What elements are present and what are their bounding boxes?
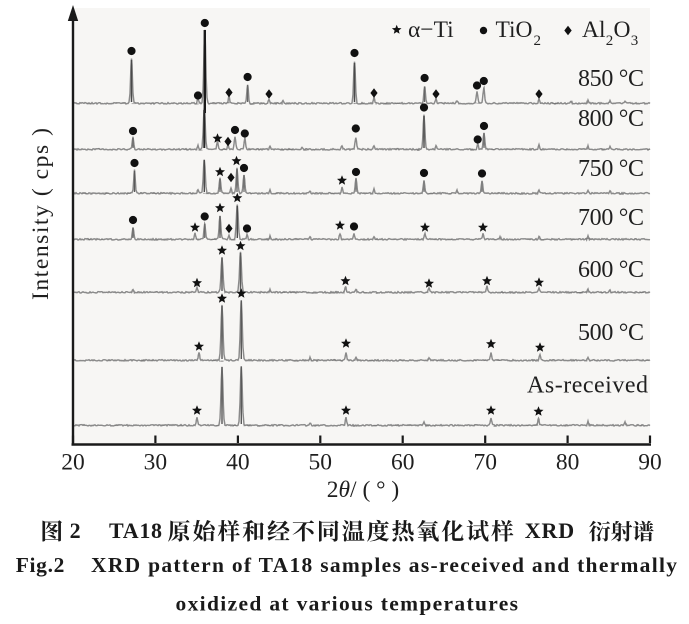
svg-text:40: 40 [226, 450, 250, 476]
svg-text:2: 2 [606, 33, 614, 49]
svg-text:XRD: XRD [525, 518, 575, 543]
svg-text:800 °C: 800 °C [578, 106, 644, 132]
svg-text:2: 2 [534, 33, 542, 49]
svg-text:As-received: As-received [527, 373, 648, 399]
svg-text:750 °C: 750 °C [578, 156, 644, 182]
svg-text:TA18: TA18 [109, 518, 162, 543]
svg-text:Intensity ( cps ): Intensity ( cps ) [28, 128, 54, 300]
svg-text:600 °C: 600 °C [578, 257, 644, 283]
svg-text:Al: Al [582, 17, 606, 43]
svg-text:O: O [614, 17, 631, 43]
svg-text:700 °C: 700 °C [578, 205, 644, 231]
svg-text:TiO: TiO [496, 17, 533, 43]
svg-text:Fig.2: Fig.2 [16, 553, 65, 577]
svg-text:3: 3 [631, 33, 639, 49]
svg-text:2: 2 [70, 518, 81, 543]
svg-text:850 °C: 850 °C [578, 66, 644, 92]
svg-text:α−Ti: α−Ti [408, 17, 454, 43]
svg-text:oxidized at various temperatur: oxidized at various temperatures [176, 592, 519, 616]
svg-text:60: 60 [391, 450, 415, 476]
svg-text:50: 50 [309, 450, 333, 476]
svg-text:80: 80 [556, 450, 580, 476]
svg-text:2θ/ ( ° ): 2θ/ ( ° ) [327, 477, 400, 503]
svg-text:30: 30 [144, 450, 168, 476]
svg-text:500 °C: 500 °C [578, 320, 644, 346]
svg-text:20: 20 [61, 450, 85, 476]
svg-text:90: 90 [638, 450, 662, 476]
svg-text:70: 70 [473, 450, 497, 476]
svg-text:XRD pattern of TA18 samples as: XRD pattern of TA18 samples as-received … [91, 553, 677, 577]
